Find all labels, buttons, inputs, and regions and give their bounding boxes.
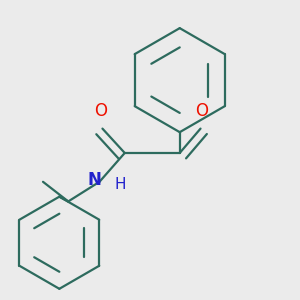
Text: O: O [196, 102, 208, 120]
Text: H: H [115, 177, 126, 192]
Text: N: N [88, 171, 102, 189]
Text: O: O [94, 102, 107, 120]
